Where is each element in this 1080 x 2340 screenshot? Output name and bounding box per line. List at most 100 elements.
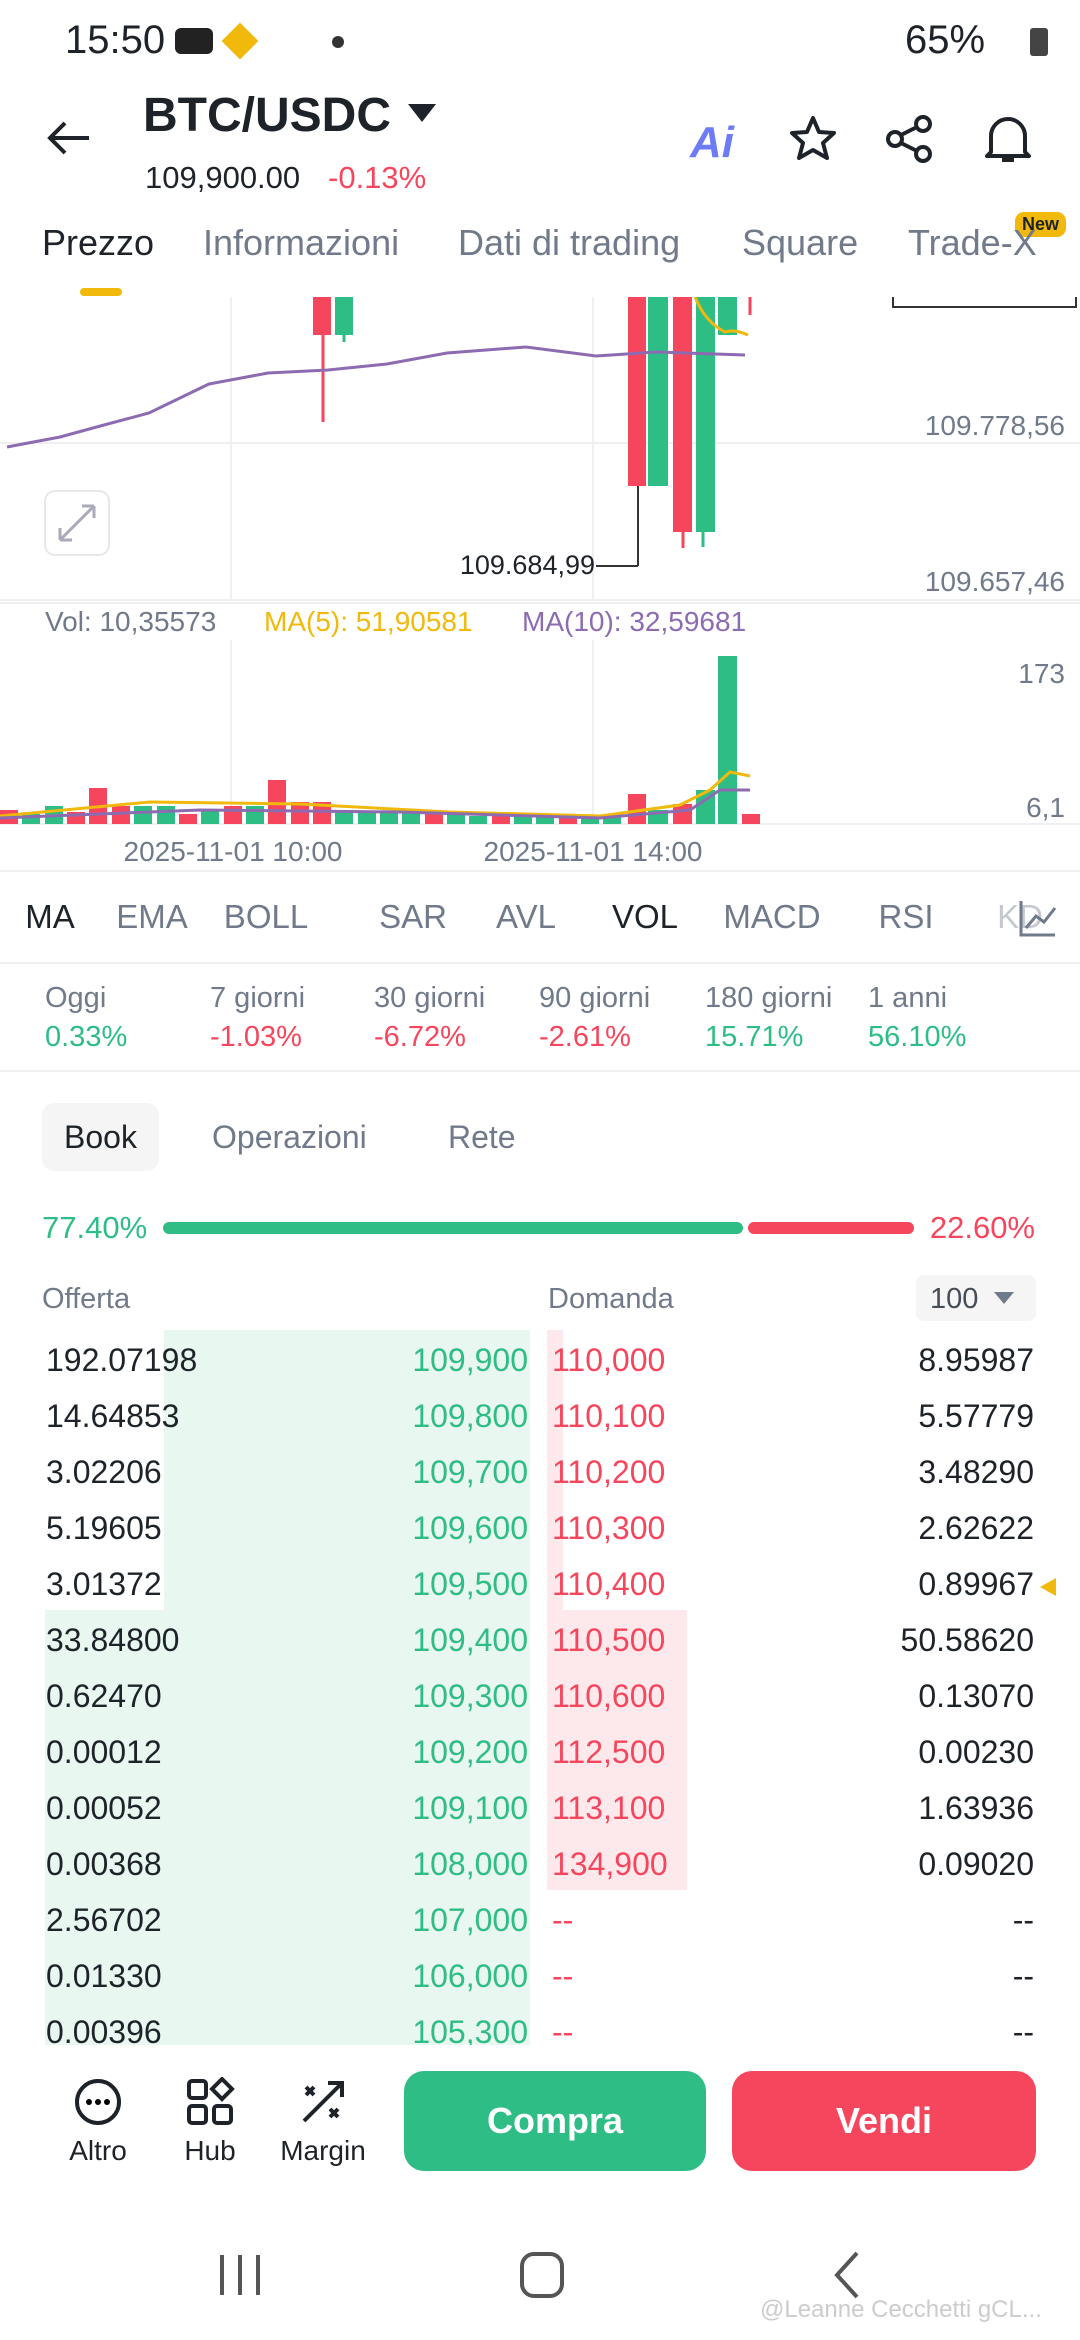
pair[interactable]: BTC/USDC bbox=[143, 89, 391, 142]
tab[interactable]: Prezzo bbox=[42, 222, 155, 263]
ask-depth bbox=[547, 1722, 687, 1778]
battery-icon bbox=[1030, 28, 1048, 56]
order-row: 0.00052 109,100 113,100 1.63936 bbox=[0, 1778, 1080, 1834]
indicator-tab[interactable]: SAR bbox=[379, 898, 447, 935]
period-label: 7 giorni bbox=[210, 982, 306, 1014]
axis-label: 109.657,46 bbox=[924, 566, 1065, 597]
bid-price: 109,900 bbox=[412, 1342, 528, 1378]
price-chart bbox=[0, 297, 1080, 601]
ask-depth bbox=[547, 1386, 563, 1442]
ask-price: -- bbox=[552, 1958, 574, 1994]
bid-depth bbox=[45, 1722, 530, 1778]
date-label: 2025-11-01 14:00 bbox=[483, 836, 703, 867]
order-row: 2.56702 107,000 -- -- bbox=[0, 1890, 1080, 1946]
chart-settings[interactable] bbox=[1018, 898, 1058, 938]
bid-ratio: 77.40% bbox=[42, 1210, 148, 1245]
action-label[interactable]: Altro bbox=[69, 2135, 127, 2166]
book-tab[interactable]: Operazioni bbox=[212, 1119, 367, 1155]
indicator-tab[interactable]: EMA bbox=[116, 898, 188, 935]
bid-price: 106,000 bbox=[412, 1958, 528, 1994]
ask-depth bbox=[547, 1442, 563, 1498]
order-row: 14.64853 109,800 110,100 5.57779 bbox=[0, 1386, 1080, 1442]
price: 109,900.00 bbox=[145, 160, 301, 195]
status-icons bbox=[175, 22, 265, 60]
indicator-tab[interactable]: KD bbox=[997, 898, 1043, 935]
ma-line bbox=[693, 297, 749, 337]
ask-depth bbox=[547, 1834, 687, 1890]
depth-select[interactable]: 100 bbox=[916, 1275, 1036, 1321]
candle bbox=[313, 297, 331, 335]
action-label[interactable]: Margin bbox=[280, 2135, 366, 2166]
bid-amount: 0.62470 bbox=[46, 1678, 162, 1714]
bid-amount: 0.01330 bbox=[46, 1958, 162, 1994]
ask-amount: 0.09020 bbox=[918, 1846, 1034, 1882]
action-icon[interactable] bbox=[73, 2077, 123, 2127]
bid-price: 107,000 bbox=[412, 1902, 528, 1938]
badge: New bbox=[1015, 212, 1067, 237]
buy-button[interactable]: Compra bbox=[404, 2071, 706, 2171]
bid-depth bbox=[164, 1330, 530, 1386]
column-header: Offerta bbox=[42, 1283, 131, 1315]
bid-depth bbox=[164, 1498, 530, 1554]
indicator-tab[interactable]: RSI bbox=[878, 898, 934, 935]
indicator-tab[interactable]: MA bbox=[25, 898, 75, 935]
ask-amount: 0.00230 bbox=[918, 1734, 1034, 1770]
ask-ratio: 22.60% bbox=[929, 1210, 1035, 1245]
ask-price: 134,900 bbox=[552, 1846, 668, 1882]
period-value: -6.72% bbox=[374, 1021, 466, 1053]
recent-apps[interactable] bbox=[220, 2255, 260, 2295]
bid-amount: 0.00368 bbox=[46, 1846, 162, 1882]
indicator-tab[interactable]: BOLL bbox=[223, 898, 309, 935]
ask-depth bbox=[547, 1610, 687, 1666]
ask-price: 110,500 bbox=[552, 1622, 666, 1658]
ask-price: -- bbox=[552, 2014, 574, 2045]
candle bbox=[648, 297, 668, 486]
sell-button[interactable]: Vendi bbox=[732, 2071, 1036, 2171]
bid-amount: 33.84800 bbox=[46, 1622, 180, 1658]
divider bbox=[0, 962, 1080, 964]
back[interactable] bbox=[834, 2251, 859, 2299]
candle bbox=[718, 297, 737, 335]
indicator-tab[interactable]: MACD bbox=[723, 898, 821, 935]
action-icon[interactable] bbox=[185, 2077, 235, 2127]
action-icon[interactable] bbox=[298, 2077, 348, 2127]
action-label[interactable]: Hub bbox=[184, 2135, 236, 2166]
bid-depth bbox=[164, 1386, 530, 1442]
period-value: 56.10% bbox=[868, 1021, 967, 1053]
order-book: 192.07198 109,900 110,000 8.95987 14.64853 10… bbox=[0, 1330, 1080, 2045]
bid-amount: 2.56702 bbox=[46, 1902, 162, 1938]
depth-value: 100 bbox=[930, 1283, 979, 1315]
period-label: Oggi bbox=[45, 982, 107, 1014]
period-label: 180 giorni bbox=[705, 982, 833, 1014]
indicator-tab[interactable]: AVL bbox=[496, 898, 556, 935]
ask-amount: 50.58620 bbox=[900, 1622, 1034, 1658]
book-tab[interactable]: Rete bbox=[448, 1119, 516, 1155]
bid-price: 108,000 bbox=[412, 1846, 528, 1882]
back-button[interactable] bbox=[45, 118, 95, 158]
favorite[interactable] bbox=[788, 114, 838, 164]
tab[interactable]: Informazioni bbox=[203, 222, 400, 263]
share[interactable] bbox=[885, 114, 935, 164]
alerts[interactable] bbox=[983, 112, 1033, 166]
order-row: 5.19605 109,600 110,300 2.62622 bbox=[0, 1498, 1080, 1554]
bid-depth bbox=[45, 1890, 530, 1946]
tab[interactable]: Square bbox=[742, 222, 859, 263]
dropdown[interactable] bbox=[408, 104, 436, 124]
bid-depth bbox=[45, 1610, 530, 1666]
book-tab[interactable]: Book bbox=[42, 1103, 159, 1171]
ask-price: 110,300 bbox=[552, 1510, 666, 1546]
ask-amount: 8.95987 bbox=[918, 1342, 1034, 1378]
date-label: 2025-11-01 10:00 bbox=[123, 836, 343, 867]
tab[interactable]: Dati di trading bbox=[458, 222, 681, 263]
indicator-tab[interactable]: VOL bbox=[611, 898, 679, 935]
watermark: @Leanne Cecchetti gCL... bbox=[760, 2296, 1042, 2323]
ai-button[interactable]: Ai bbox=[690, 118, 734, 167]
ask-amount: -- bbox=[1012, 1902, 1034, 1938]
ask-amount: 0.13070 bbox=[918, 1678, 1034, 1714]
order-row: 0.00368 108,000 134,900 0.09020 bbox=[0, 1834, 1080, 1890]
tab[interactable]: Trade-X bbox=[908, 222, 1037, 263]
home[interactable] bbox=[520, 2252, 564, 2298]
price-tag bbox=[892, 297, 1077, 308]
order-row: 33.84800 109,400 110,500 50.58620 bbox=[0, 1610, 1080, 1666]
bid-depth bbox=[164, 1554, 530, 1610]
